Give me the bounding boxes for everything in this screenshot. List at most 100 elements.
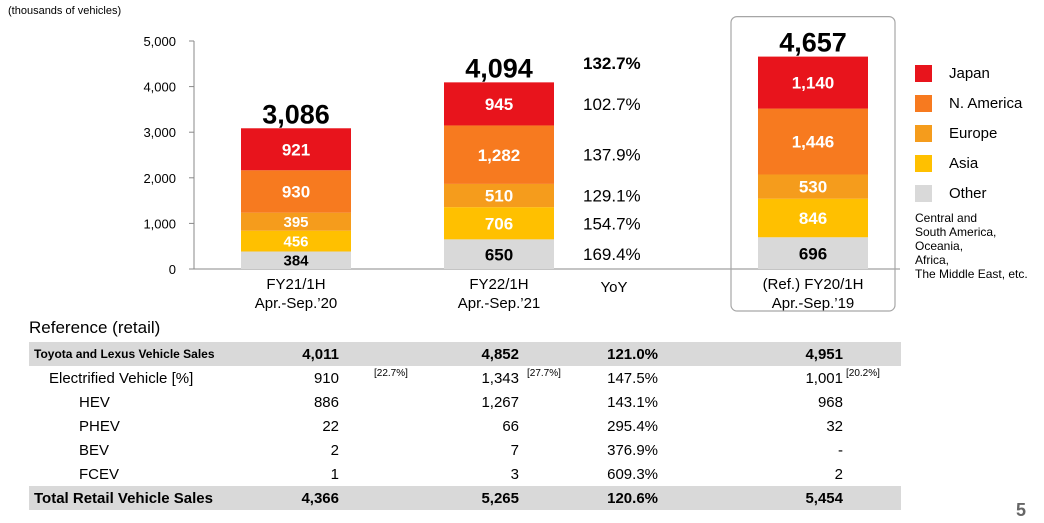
cell-fy20: 2 [834,466,843,483]
row-label: Total Retail Vehicle Sales [34,490,213,507]
cell-yoy: 609.3% [607,466,658,483]
legend-label-n-america: N. America [949,95,1023,112]
legend-label-japan: Japan [949,65,990,82]
table-row-bev: BEV 2 7 376.9% - [29,438,901,462]
x-tick-label: Apr.-Sep.’20 [255,295,338,312]
unit-label: (thousands of vehicles) [8,5,122,17]
row-label: BEV [79,442,110,459]
bar-segment [758,174,868,199]
legend-label-asia: Asia [949,155,979,172]
table-row-electrified: Electrified Vehicle [%] 910 [22.7%] 1,34… [29,366,901,390]
total-label: 3,086 [262,99,330,129]
data-label: 846 [799,209,827,228]
reference-table: Toyota and Lexus Vehicle Sales 4,011 4,8… [29,342,901,510]
cell-fy20: 5,454 [805,490,843,507]
bar-segment [241,251,351,269]
legend-swatch-japan [915,65,932,82]
bar-segment [758,56,868,109]
data-label: 395 [283,214,308,231]
legend-label-other: Other [949,185,987,202]
yoy-value: 169.4% [583,245,641,264]
table-row-toyota-lexus: Toyota and Lexus Vehicle Sales 4,011 4,8… [29,342,901,366]
x-tick-label: FY22/1H [469,276,528,293]
row-label: Toyota and Lexus Vehicle Sales [34,347,215,361]
cell-fy21: 2 [330,442,339,459]
y-tick-label: 5,000 [143,34,176,49]
stacked-bar-chart: 0 1,000 2,000 3,000 4,000 5,000 384 456 395 930 92… [143,15,900,312]
bar-segment [444,125,554,184]
cell-fy20: 1,001 [805,370,843,387]
cell-fy22: 1,267 [481,394,519,411]
data-label: 650 [485,245,513,264]
data-label: 384 [283,253,309,270]
cell-fy21: 22 [322,418,339,435]
yoy-value: 129.1% [583,187,641,206]
cell-fy21-share: [22.7%] [374,368,408,379]
cell-fy22: 3 [510,466,519,483]
page-number: 5 [1016,500,1027,520]
cell-fy21: 1 [330,466,339,483]
reference-title: Reference (retail) [29,318,161,337]
bar-segment [241,128,351,171]
table-row-fcev: FCEV 1 3 609.3% 2 [29,462,901,486]
cell-fy20: 32 [826,418,843,435]
cell-fy21: 4,366 [301,490,339,507]
data-label: 921 [282,140,310,159]
cell-fy21: 886 [313,394,339,411]
bar-segment [758,237,868,269]
bar-segment [444,183,554,208]
x-tick-label: Apr.-Sep.’19 [772,295,855,312]
row-label: Electrified Vehicle [%] [49,370,194,387]
cell-yoy: 120.6% [607,490,658,507]
y-tick-label: 4,000 [143,80,176,95]
bar-segment [444,82,554,126]
bar-segment [758,108,868,175]
bar-segment [241,212,351,231]
cell-fy20-share: [20.2%] [846,368,880,379]
cell-yoy: 295.4% [607,418,658,435]
y-tick-label: 2,000 [143,171,176,186]
table-row-total-retail: Total Retail Vehicle Sales 4,366 5,265 1… [29,486,901,510]
yoy-total: 132.7% [583,54,641,73]
bar-segment [241,170,351,213]
yoy-value: 154.7% [583,214,641,233]
data-label: 1,282 [478,146,521,165]
cell-fy22: 66 [502,418,519,435]
data-label: 706 [485,214,513,233]
bar-segment [758,198,868,238]
legend-swatch-n-america [915,95,932,112]
total-label: 4,094 [465,53,533,83]
row-label: FCEV [79,466,120,483]
legend-swatch-europe [915,125,932,142]
cell-yoy: 147.5% [607,370,658,387]
cell-fy22-share: [27.7%] [527,368,561,379]
cell-fy21: 910 [313,370,339,387]
cell-yoy: 121.0% [607,346,658,363]
bar-segment [444,207,554,240]
cell-fy20: 968 [817,394,843,411]
bar-segment [444,239,554,269]
cell-yoy: 376.9% [607,442,658,459]
cell-fy22: 4,852 [481,346,519,363]
cell-yoy: 143.1% [607,394,658,411]
row-label: PHEV [79,418,120,435]
cell-fy22: 1,343 [481,370,519,387]
y-tick-label: 3,000 [143,125,176,140]
row-label: HEV [79,394,110,411]
data-label: 456 [283,233,308,250]
yoy-value: 137.9% [583,146,641,165]
y-tick-label: 1,000 [143,216,176,231]
cell-fy22: 7 [510,442,519,459]
data-label: 945 [485,95,513,114]
data-label: 696 [799,244,827,263]
bar-segment [241,230,351,252]
total-label: 4,657 [779,28,847,58]
x-tick-label: FY21/1H [266,276,325,293]
legend-other-note: Central and South America, Oceania, Afri… [915,211,1028,281]
legend-swatch-asia [915,155,932,172]
x-tick-label: Apr.-Sep.’21 [458,295,541,312]
data-label: 1,140 [792,74,835,93]
legend-swatch-other [915,185,932,202]
cell-fy20: 4,951 [805,346,843,363]
legend-label-europe: Europe [949,125,998,142]
